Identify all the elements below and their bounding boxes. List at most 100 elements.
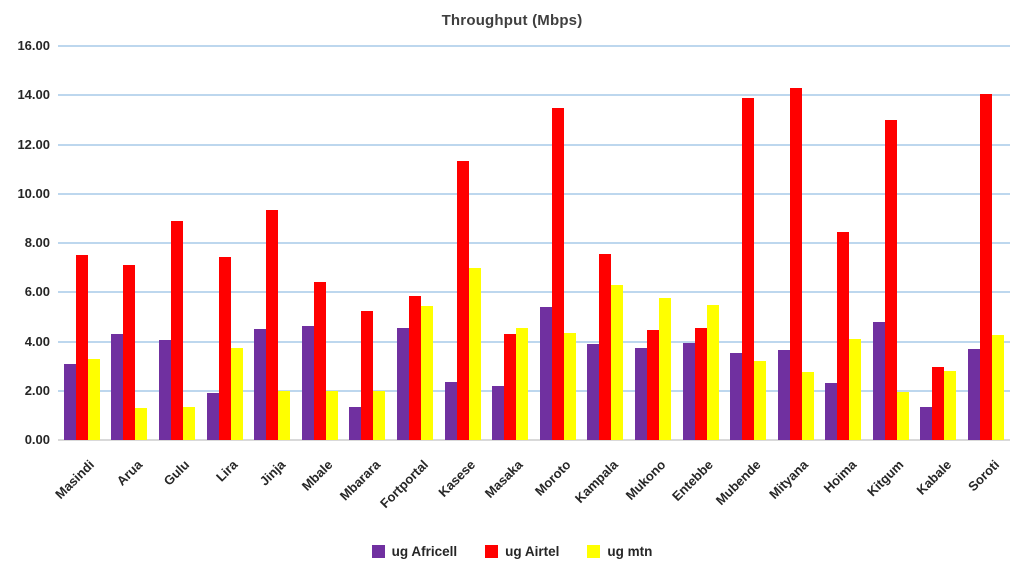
chart-title: Throughput (Mbps) <box>441 12 583 29</box>
bar-ug-airtel-kabale <box>932 367 945 440</box>
bar-ug-africell-kabale <box>920 406 933 440</box>
bar-ug-africell-gulu <box>158 340 171 440</box>
x-axis-label-text: Mbarara <box>336 457 383 504</box>
gridline-10 <box>58 192 1010 195</box>
legend-item-ug-africell: ug Africell <box>371 544 458 559</box>
bar-ug-mtn-mbale <box>325 390 338 440</box>
bar-ug-mtn-masindi <box>87 358 100 440</box>
bar-group-arua <box>106 46 154 440</box>
gridline-2 <box>58 389 1010 392</box>
x-axis-label-text: Masaka <box>481 457 526 501</box>
bar-ug-africell-hoima <box>825 383 838 440</box>
y-axis-label-10.00: 10.00 <box>17 185 50 201</box>
x-axis-label-text: Masindi <box>52 457 98 502</box>
x-axis-label-text: Kasese <box>435 457 479 500</box>
bars-layer <box>58 46 1010 440</box>
bar-ug-airtel-kasese <box>456 160 469 440</box>
bar-group-kitgum <box>867 46 915 440</box>
bar-ug-mtn-mityana <box>801 372 814 440</box>
bar-ug-airtel-lira <box>218 256 231 440</box>
bar-group-mubende <box>724 46 772 440</box>
x-axis-label-text: Mityana <box>766 457 812 502</box>
bar-ug-mtn-hoima <box>849 339 862 440</box>
x-axis-label-text: Hoima <box>820 457 859 496</box>
bar-group-lira <box>201 46 249 440</box>
bar-group-fortportal <box>391 46 439 440</box>
bar-ug-airtel-mukono <box>646 330 659 440</box>
bar-ug-mtn-kasese <box>468 267 481 440</box>
x-axis-label-text: Soroti <box>964 457 1002 495</box>
bar-group-hoima <box>820 46 868 440</box>
legend-label-ug-airtel: ug Airtel <box>505 544 560 559</box>
bar-ug-africell-mityana <box>777 350 790 440</box>
bar-group-mukono <box>629 46 677 440</box>
y-axis-label-0.00: 0.00 <box>24 432 50 447</box>
bar-group-moroto <box>534 46 582 440</box>
bar-group-mbale <box>296 46 344 440</box>
bar-group-mityana <box>772 46 820 440</box>
bar-ug-africell-kitgum <box>872 321 885 440</box>
x-axis-label-text: Kabale <box>913 457 955 498</box>
bar-ug-airtel-jinja <box>266 209 279 440</box>
bar-ug-africell-kasese <box>444 382 457 440</box>
bar-ug-africell-mubende <box>730 352 743 440</box>
bar-ug-airtel-masaka <box>504 334 517 440</box>
bar-ug-mtn-mukono <box>658 298 671 440</box>
gridline-16 <box>58 45 1010 47</box>
legend-label-ug-africell: ug Africell <box>391 544 458 559</box>
x-axis-label-text: Fortportal <box>376 457 431 512</box>
x-axis-label-text: Kampala <box>572 457 621 506</box>
bar-group-entebbe <box>677 46 725 440</box>
bar-ug-mtn-masaka <box>516 327 529 440</box>
bar-ug-mtn-gulu <box>182 406 195 440</box>
x-axis-line <box>58 439 1010 441</box>
y-axis-label-6.00: 6.00 <box>24 284 50 300</box>
gridline-4 <box>58 340 1010 343</box>
bar-ug-africell-masaka <box>492 385 505 440</box>
bar-ug-mtn-fortportal <box>420 305 433 440</box>
y-axis-label-2.00: 2.00 <box>24 382 50 398</box>
x-axis-label-text: Mbale <box>298 457 336 494</box>
bar-ug-africell-arua <box>111 334 124 440</box>
bar-ug-africell-masindi <box>63 363 76 440</box>
bar-ug-airtel-kampala <box>599 254 612 440</box>
legend-label-ug-mtn: ug mtn <box>607 544 653 559</box>
x-axis-label-text: Kitgum <box>864 457 907 500</box>
bar-ug-airtel-arua <box>123 265 136 440</box>
bar-ug-mtn-kitgum <box>896 391 909 440</box>
bar-ug-africell-kampala <box>587 343 600 440</box>
bar-ug-airtel-gulu <box>170 220 183 440</box>
gridline-6 <box>58 291 1010 294</box>
bar-ug-mtn-lira <box>230 347 243 440</box>
y-axis-label-12.00: 12.00 <box>17 136 50 152</box>
legend-marker-ug-africell <box>371 545 385 558</box>
bar-ug-africell-soroti <box>968 348 981 440</box>
bar-group-kasese <box>439 46 487 440</box>
legend-item-ug-mtn: ug mtn <box>587 544 652 559</box>
bar-ug-africell-entebbe <box>682 342 695 440</box>
bar-ug-africell-fortportal <box>396 327 409 440</box>
bar-group-gulu <box>153 46 201 440</box>
bar-group-masaka <box>486 46 534 440</box>
plot-area <box>58 45 1010 441</box>
x-axis-label-text: Jinja <box>256 457 288 489</box>
bar-ug-mtn-soroti <box>992 335 1005 440</box>
gridline-8 <box>58 242 1010 244</box>
bar-ug-africell-mbale <box>301 325 314 440</box>
y-axis-label-16.00: 16.00 <box>17 38 50 53</box>
bar-ug-airtel-masindi <box>75 255 88 440</box>
bar-ug-mtn-moroto <box>563 332 576 440</box>
bar-ug-mtn-arua <box>135 408 148 440</box>
legend-marker-ug-mtn <box>587 545 601 558</box>
bar-ug-africell-jinja <box>254 329 267 440</box>
x-axis-label-text: Mubende <box>712 457 764 508</box>
bar-ug-airtel-mubende <box>742 97 755 440</box>
gridline-12 <box>58 143 1010 146</box>
bar-group-masindi <box>58 46 106 440</box>
legend-item-ug-airtel: ug Airtel <box>485 544 559 559</box>
bar-ug-mtn-entebbe <box>706 304 719 440</box>
y-axis-label-4.00: 4.00 <box>24 333 50 349</box>
bar-ug-mtn-mbarara <box>373 390 386 440</box>
bar-ug-africell-mbarara <box>349 406 362 440</box>
